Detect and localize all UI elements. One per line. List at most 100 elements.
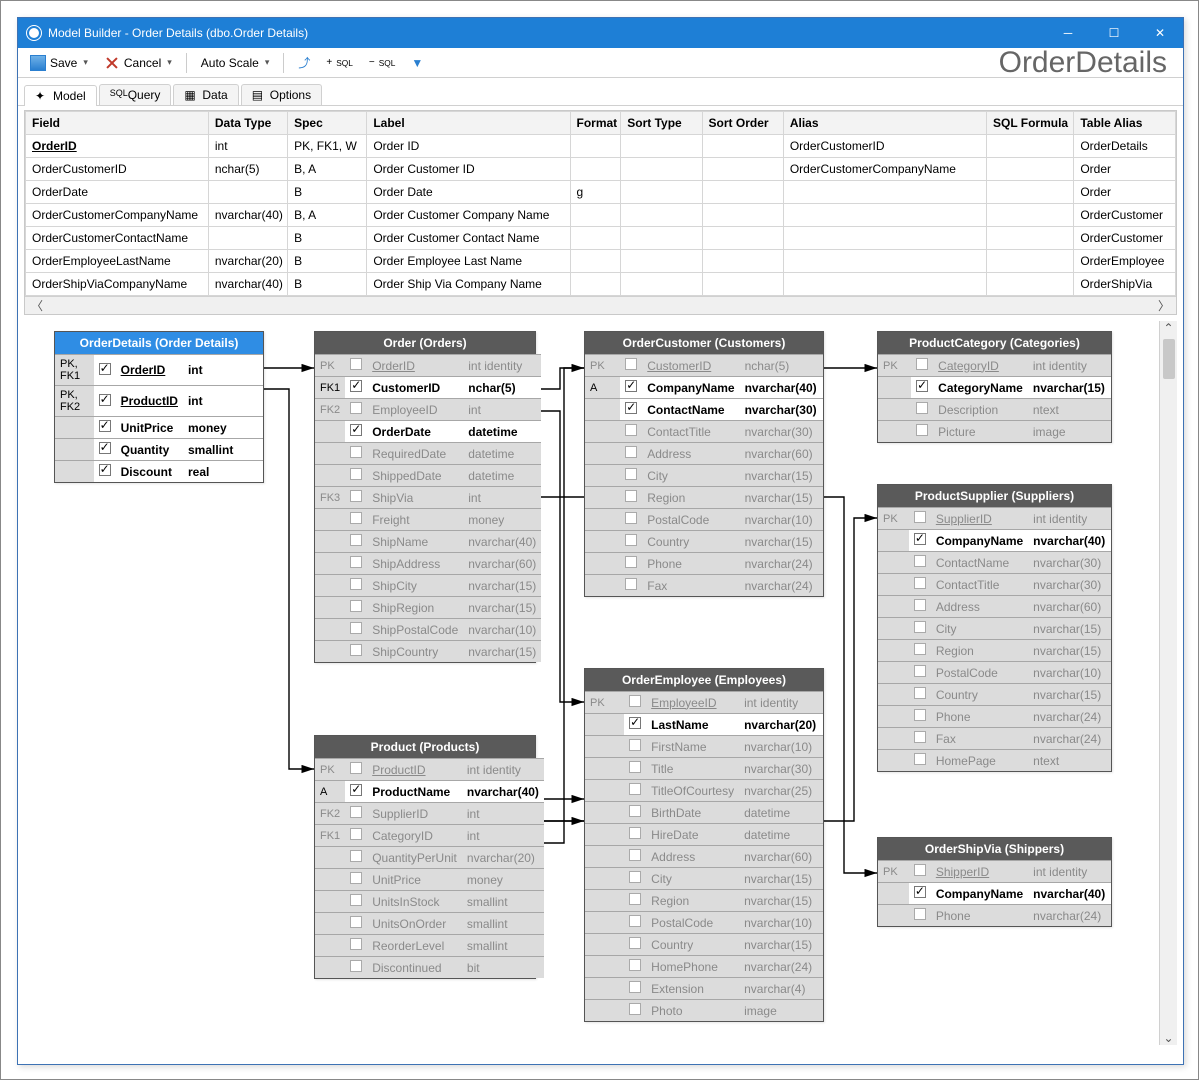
field-checkbox[interactable] xyxy=(350,358,362,370)
grid-row[interactable]: OrderEmployeeLastNamenvarchar(20)BOrder … xyxy=(26,250,1176,273)
entity-field-row[interactable]: ContactNamenvarchar(30) xyxy=(878,552,1111,574)
entity-field-row[interactable]: HomePhonenvarchar(24) xyxy=(585,956,823,978)
scroll-down-icon[interactable]: ⌄ xyxy=(1163,1031,1173,1045)
field-checkbox[interactable] xyxy=(350,402,362,414)
entity-field-row[interactable]: ContactNamenvarchar(30) xyxy=(585,399,823,421)
grid-header[interactable]: Label xyxy=(367,112,570,135)
entity-field-row[interactable]: PKSupplierIDint identity xyxy=(878,508,1111,530)
scroll-left-icon[interactable]: 〈 xyxy=(31,297,43,314)
field-checkbox[interactable] xyxy=(350,762,362,774)
field-checkbox[interactable] xyxy=(916,402,928,414)
entity-field-row[interactable]: PKCategoryIDint identity xyxy=(878,355,1111,377)
field-checkbox[interactable] xyxy=(914,621,926,633)
field-checkbox[interactable] xyxy=(99,420,111,432)
grid-header[interactable]: SQL Formula xyxy=(986,112,1073,135)
entity-field-row[interactable]: Extensionnvarchar(4) xyxy=(585,978,823,1000)
field-checkbox[interactable] xyxy=(350,490,362,502)
entity-field-row[interactable]: Citynvarchar(15) xyxy=(585,868,823,890)
field-checkbox[interactable] xyxy=(916,424,928,436)
entity-field-row[interactable]: ShipNamenvarchar(40) xyxy=(315,531,541,553)
maximize-button[interactable]: ☐ xyxy=(1091,18,1137,48)
field-checkbox[interactable] xyxy=(350,894,362,906)
tab-model[interactable]: ✦Model xyxy=(24,85,97,106)
entity-field-row[interactable]: FK3ShipViaint xyxy=(315,487,541,509)
field-checkbox[interactable] xyxy=(625,446,637,458)
entity-field-row[interactable]: ShipRegionnvarchar(15) xyxy=(315,597,541,619)
field-checkbox[interactable] xyxy=(629,827,641,839)
field-checkbox[interactable] xyxy=(629,1003,641,1015)
field-checkbox[interactable] xyxy=(916,380,928,392)
field-checkbox[interactable] xyxy=(914,599,926,611)
grid-row[interactable]: OrderShipViaCompanyNamenvarchar(40)BOrde… xyxy=(26,273,1176,296)
field-checkbox[interactable] xyxy=(625,402,637,414)
field-checkbox[interactable] xyxy=(350,512,362,524)
titlebar[interactable]: Model Builder - Order Details (dbo.Order… xyxy=(18,18,1183,48)
entity-field-row[interactable]: FK2EmployeeIDint xyxy=(315,399,541,421)
field-checkbox[interactable] xyxy=(99,442,111,454)
field-checkbox[interactable] xyxy=(350,446,362,458)
field-checkbox[interactable] xyxy=(625,468,637,480)
grid-row[interactable]: OrderDateBOrder DategOrder xyxy=(26,181,1176,204)
entity-productcategory[interactable]: ProductCategory (Categories)PKCategoryID… xyxy=(877,331,1112,443)
grid-row[interactable]: OrderIDintPK, FK1, WOrder IDOrderCustome… xyxy=(26,135,1176,158)
grid-header[interactable]: Alias xyxy=(783,112,986,135)
field-checkbox[interactable] xyxy=(625,424,637,436)
scroll-up-icon[interactable]: ⌃ xyxy=(1163,321,1173,335)
entity-field-row[interactable]: CategoryNamenvarchar(15) xyxy=(878,377,1111,399)
field-checkbox[interactable] xyxy=(914,908,926,920)
entity-field-row[interactable]: Phonenvarchar(24) xyxy=(585,553,823,575)
entity-field-row[interactable]: ShipAddressnvarchar(60) xyxy=(315,553,541,575)
field-checkbox[interactable] xyxy=(629,761,641,773)
entity-field-row[interactable]: FK1CustomerIDnchar(5) xyxy=(315,377,541,399)
entity-field-row[interactable]: Titlenvarchar(30) xyxy=(585,758,823,780)
entity-field-row[interactable]: Addressnvarchar(60) xyxy=(878,596,1111,618)
grid-header[interactable]: Field xyxy=(26,112,209,135)
tool-share-icon[interactable]: ⤴ xyxy=(292,52,316,73)
grid-row[interactable]: OrderCustomerCompanyNamenvarchar(40)B, A… xyxy=(26,204,1176,227)
entity-field-row[interactable]: CompanyNamenvarchar(40) xyxy=(878,883,1111,905)
entity-field-row[interactable]: ContactTitlenvarchar(30) xyxy=(585,421,823,443)
entity-header[interactable]: OrderCustomer (Customers) xyxy=(585,332,823,354)
save-button[interactable]: Save xyxy=(24,53,94,73)
entity-ordershipvia[interactable]: OrderShipVia (Shippers)PKShipperIDint id… xyxy=(877,837,1112,927)
entity-field-row[interactable]: PKOrderIDint identity xyxy=(315,355,541,377)
field-checkbox[interactable] xyxy=(629,739,641,751)
field-checkbox[interactable] xyxy=(914,864,926,876)
scroll-thumb[interactable] xyxy=(1163,339,1175,379)
entity-field-row[interactable]: UnitsOnOrdersmallint xyxy=(315,913,544,935)
entity-field-row[interactable]: UnitPricemoney xyxy=(55,417,263,439)
field-checkbox[interactable] xyxy=(625,556,637,568)
entity-field-row[interactable]: Countrynvarchar(15) xyxy=(585,934,823,956)
field-checkbox[interactable] xyxy=(350,424,362,436)
grid-h-scrollbar[interactable]: 〈〉 xyxy=(25,296,1176,314)
entity-field-row[interactable]: RequiredDatedatetime xyxy=(315,443,541,465)
entity-field-row[interactable]: Addressnvarchar(60) xyxy=(585,846,823,868)
field-checkbox[interactable] xyxy=(629,915,641,927)
field-checkbox[interactable] xyxy=(350,850,362,862)
field-checkbox[interactable] xyxy=(350,644,362,656)
field-checkbox[interactable] xyxy=(629,783,641,795)
entity-field-row[interactable]: PostalCodenvarchar(10) xyxy=(585,509,823,531)
field-checkbox[interactable] xyxy=(629,893,641,905)
entity-header[interactable]: Order (Orders) xyxy=(315,332,535,354)
entity-field-row[interactable]: Discountreal xyxy=(55,461,263,483)
field-checkbox[interactable] xyxy=(350,600,362,612)
entity-field-row[interactable]: Faxnvarchar(24) xyxy=(878,728,1111,750)
entity-header[interactable]: Product (Products) xyxy=(315,736,535,758)
field-checkbox[interactable] xyxy=(625,380,637,392)
field-checkbox[interactable] xyxy=(350,468,362,480)
field-checkbox[interactable] xyxy=(914,731,926,743)
entity-ordercustomer[interactable]: OrderCustomer (Customers)PKCustomerIDnch… xyxy=(584,331,824,597)
entity-field-row[interactable]: ContactTitlenvarchar(30) xyxy=(878,574,1111,596)
field-checkbox[interactable] xyxy=(625,578,637,590)
entity-field-row[interactable]: QuantityPerUnitnvarchar(20) xyxy=(315,847,544,869)
grid-row[interactable]: OrderCustomerContactNameBOrder Customer … xyxy=(26,227,1176,250)
field-checkbox[interactable] xyxy=(99,394,111,406)
entity-header[interactable]: ProductSupplier (Suppliers) xyxy=(878,485,1111,507)
diagram-v-scrollbar[interactable]: ⌃ ⌄ xyxy=(1159,321,1177,1045)
entity-field-row[interactable]: FirstNamenvarchar(10) xyxy=(585,736,823,758)
field-checkbox[interactable] xyxy=(625,490,637,502)
field-checkbox[interactable] xyxy=(629,849,641,861)
entity-field-row[interactable]: PK, FK1OrderIDint xyxy=(55,355,263,386)
field-checkbox[interactable] xyxy=(629,805,641,817)
